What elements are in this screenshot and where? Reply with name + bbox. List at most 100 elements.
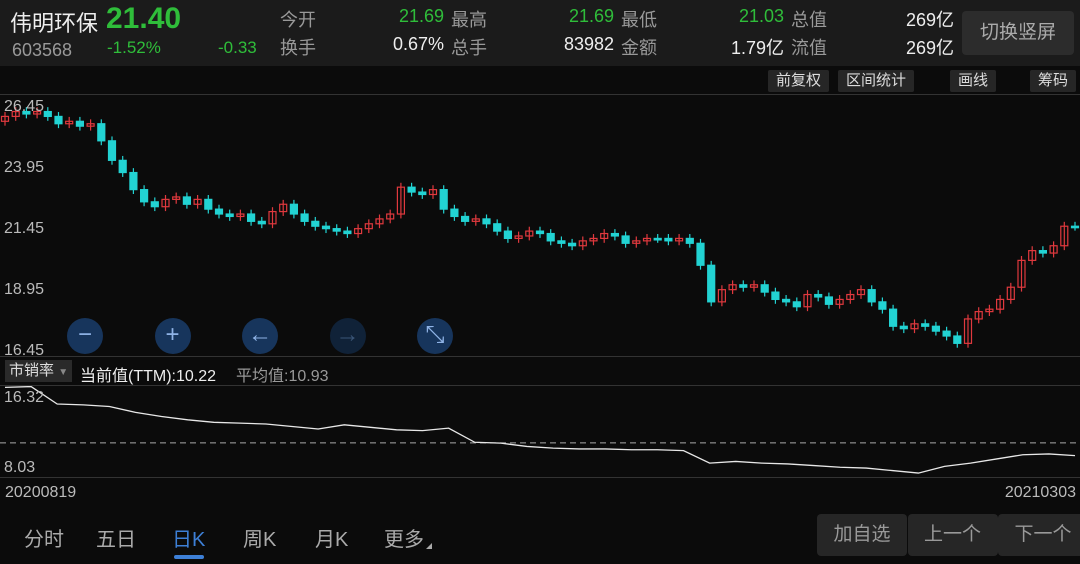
stat-label: 最高: [451, 10, 487, 30]
stat-value: 269亿: [905, 10, 954, 30]
change-amount: -0.33: [218, 38, 257, 57]
candle: [621, 235, 630, 244]
candle: [535, 230, 545, 235]
stat-label: 今开: [280, 10, 316, 30]
tab-2[interactable]: 日K: [172, 529, 206, 551]
stat-label: 金额: [621, 38, 657, 58]
tab-3[interactable]: 周K: [243, 529, 277, 551]
candle: [867, 289, 876, 303]
candle: [22, 110, 31, 115]
stat-label: 总值: [791, 10, 827, 30]
pan-right-button[interactable]: →: [329, 318, 366, 354]
toolbar-button[interactable]: 前复权: [767, 70, 829, 92]
candle: [375, 218, 384, 225]
candle: [321, 225, 331, 230]
stat-label: 流值: [791, 38, 827, 58]
tab-5[interactable]: 更多: [384, 529, 424, 551]
candle: [11, 110, 20, 118]
candle: [86, 123, 95, 127]
candle: [97, 123, 106, 142]
toolbar-button[interactable]: 区间统计: [837, 70, 914, 92]
candle: [985, 308, 994, 313]
candle: [814, 293, 823, 298]
candle: [846, 293, 855, 301]
candle: [1017, 259, 1026, 288]
toolbar-button[interactable]: 筹码: [1029, 70, 1076, 92]
price-tick: 23.95: [4, 159, 45, 176]
stat-value: 21.69: [568, 6, 614, 26]
candle: [407, 186, 416, 193]
candle: [268, 210, 277, 225]
indicator-select[interactable]: 市销率 ▼: [5, 360, 73, 382]
current-price: 21.40: [106, 2, 182, 35]
action-button[interactable]: 上一个: [907, 514, 998, 556]
stat-label: 换手: [280, 38, 316, 58]
candle: [193, 198, 202, 205]
zoom-out-button[interactable]: −: [67, 318, 103, 354]
candle: [150, 201, 159, 208]
candle: [161, 198, 170, 208]
candle: [953, 335, 962, 344]
stat-value: 83982: [563, 34, 614, 54]
candle: [386, 213, 395, 220]
candle: [428, 189, 438, 196]
action-button[interactable]: 下一个: [998, 514, 1080, 556]
ps-ratio-line: [4, 386, 1076, 474]
candle: [1060, 225, 1069, 247]
change-percent: -1.52%: [107, 38, 161, 57]
candle: [65, 120, 74, 125]
divider: [0, 385, 1080, 386]
candle: [396, 186, 405, 215]
toolbar-button[interactable]: 画线: [949, 70, 996, 92]
divider: [0, 94, 1080, 95]
candle: [835, 298, 844, 305]
pan-left-button[interactable]: ←: [242, 318, 278, 354]
candlestick-chart[interactable]: [0, 95, 1080, 357]
candle: [653, 237, 662, 241]
stock-name: 伟明环保: [10, 11, 99, 36]
candle: [140, 189, 149, 203]
date-start: 20200819: [5, 484, 77, 501]
candle: [728, 284, 737, 291]
date-end: 20210303: [1004, 484, 1076, 501]
stat-value: 21.69: [398, 6, 444, 26]
candle: [471, 218, 480, 222]
collapse-button[interactable]: ⤡: [417, 318, 453, 354]
tab-0[interactable]: 分时: [24, 529, 64, 551]
candle: [899, 325, 908, 330]
price-tick: 18.95: [4, 281, 45, 298]
price-tick: 26.45: [4, 98, 45, 115]
price-tick: 21.45: [4, 220, 45, 237]
indicator-average: 平均值:10.93: [236, 368, 329, 385]
candle: [567, 242, 577, 247]
candle: [289, 203, 298, 215]
tab-4[interactable]: 月K: [315, 529, 349, 551]
candle: [963, 318, 973, 344]
candle: [204, 198, 213, 210]
candle: [632, 240, 641, 244]
candle: [439, 189, 448, 210]
candle: [856, 289, 866, 296]
tab-1[interactable]: 五日: [96, 529, 136, 551]
stat-value: 1.79亿: [730, 38, 784, 58]
zoom-in-button[interactable]: +: [154, 318, 191, 354]
action-button[interactable]: 加自选: [817, 514, 907, 556]
candle: [503, 230, 512, 240]
candle: [717, 289, 727, 303]
candle: [364, 223, 373, 230]
candle: [674, 237, 684, 242]
candle: [1028, 250, 1037, 261]
candle: [760, 284, 769, 293]
switch-portrait-button[interactable]: 切换竖屏: [962, 11, 1074, 55]
candle: [354, 228, 363, 235]
candle: [589, 237, 598, 242]
candle: [878, 301, 887, 310]
indicator-tick-max: 16.32: [4, 389, 45, 406]
candle: [311, 220, 320, 227]
candle: [279, 203, 288, 213]
stock-code: 603568: [12, 40, 73, 60]
candle: [995, 298, 1005, 310]
candle: [514, 235, 523, 240]
more-caret-icon: [426, 543, 432, 549]
candle: [707, 264, 716, 303]
